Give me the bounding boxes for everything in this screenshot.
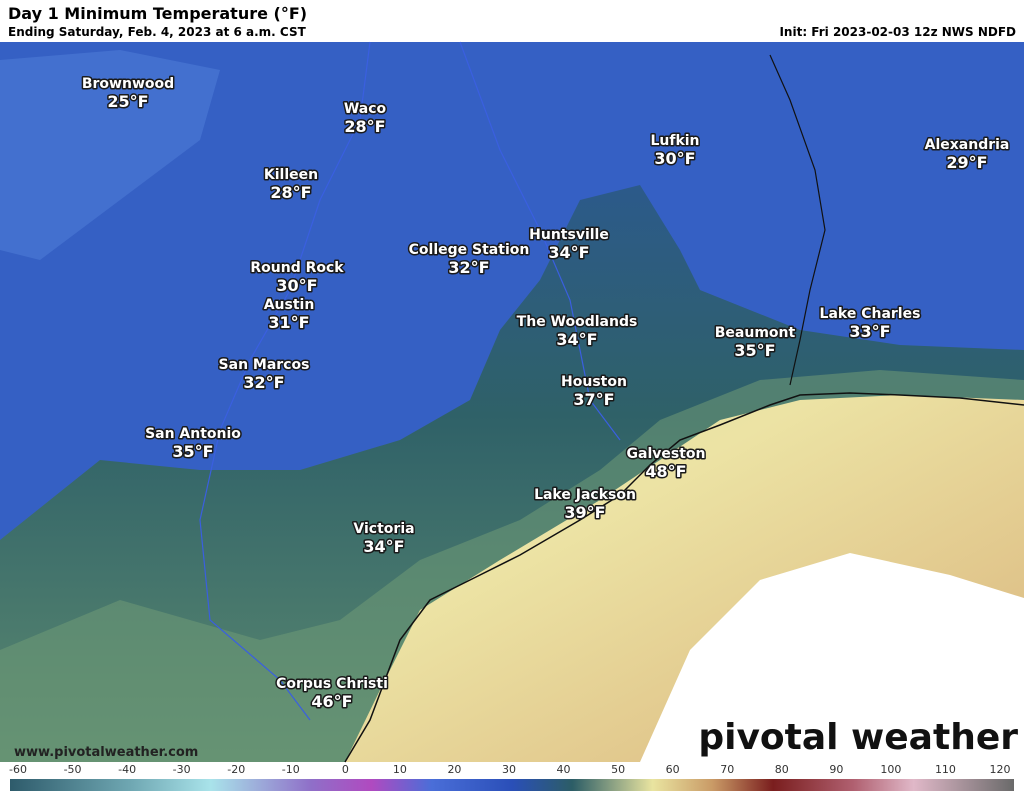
website: www.pivotalweather.com <box>14 745 198 760</box>
colorbar-tick-label: 10 <box>393 763 407 776</box>
river <box>199 41 371 721</box>
cold-patch <box>0 50 220 260</box>
city-name: Galveston <box>627 446 706 462</box>
city-temp: 34°F <box>548 243 589 262</box>
colorbar-tick-label: 50 <box>611 763 625 776</box>
colorbar-tick-label: 80 <box>775 763 789 776</box>
city-name: Alexandria <box>925 137 1010 153</box>
city-temp: 32°F <box>448 258 489 277</box>
logo: pivotal weather <box>698 717 1018 758</box>
city-temp: 25°F <box>107 92 148 111</box>
colorbar-tick-label: 0 <box>342 763 349 776</box>
city-name: Lake Jackson <box>534 487 636 503</box>
city-name: Killeen <box>264 167 318 183</box>
city-temp: 48°F <box>645 462 686 481</box>
city-name: Corpus Christi <box>276 676 388 692</box>
colorbar-tick-label: 40 <box>557 763 571 776</box>
city-name: Lufkin <box>650 133 699 149</box>
colorbar-tick-label: -40 <box>118 763 136 776</box>
city-temp: 28°F <box>270 183 311 202</box>
city-name: Victoria <box>353 521 414 537</box>
state-border <box>769 54 826 386</box>
city-temp: 30°F <box>276 276 317 295</box>
city-temp: 28°F <box>344 117 385 136</box>
city-name: Huntsville <box>529 227 609 243</box>
river <box>459 41 621 441</box>
city-temp: 33°F <box>849 322 890 341</box>
city-temp: 46°F <box>311 692 352 711</box>
city-temp: 31°F <box>268 313 309 332</box>
colorbar-tick-label: -60 <box>9 763 27 776</box>
colorbar-tick-label: 110 <box>935 763 956 776</box>
colorbar-tick-label: -50 <box>64 763 82 776</box>
colorbar-tick-label: 60 <box>666 763 680 776</box>
city-temp: 35°F <box>172 442 213 461</box>
colorbar-ticks: -60 -50 -40 -30 -20 -10 0 10 20 30 40 50 60 70 80 90 100… <box>9 763 1010 776</box>
city-temp: 37°F <box>573 390 614 409</box>
city-temp: 34°F <box>363 537 404 556</box>
colorbar-tick-label: 100 <box>880 763 901 776</box>
colorbar-tick-label: 20 <box>447 763 461 776</box>
city-temp: 35°F <box>734 341 775 360</box>
city-name: Round Rock <box>250 260 344 276</box>
title: Day 1 Minimum Temperature (°F) <box>8 4 307 23</box>
colorbar-tick-label: 90 <box>829 763 843 776</box>
subtitle: Ending Saturday, Feb. 4, 2023 at 6 a.m. … <box>8 25 307 39</box>
city-name: San Antonio <box>145 426 241 442</box>
colorbar-tick-label: 70 <box>720 763 734 776</box>
colorbar-tick-label: -20 <box>227 763 245 776</box>
city-temp: 34°F <box>556 330 597 349</box>
colorbar-tick-label: -30 <box>173 763 191 776</box>
colorbar-tick-label: 120 <box>990 763 1011 776</box>
city-temp: 32°F <box>243 373 284 392</box>
colorbar-tick-label: 30 <box>502 763 516 776</box>
city-temp: 29°F <box>946 153 987 172</box>
coastline <box>344 392 1024 763</box>
city-temp: 39°F <box>564 503 605 522</box>
city-name: Waco <box>344 101 387 117</box>
colorbar <box>10 779 1014 791</box>
city-name: Houston <box>561 374 627 390</box>
city-name: Lake Charles <box>820 306 921 322</box>
city-temp: 30°F <box>654 149 695 168</box>
colorbar-tick-label: -10 <box>282 763 300 776</box>
init-time: Init: Fri 2023-02-03 12z NWS NDFD <box>779 25 1016 39</box>
city-name: San Marcos <box>219 357 310 373</box>
city-name: College Station <box>409 242 530 258</box>
no-data <box>640 553 1024 762</box>
city-name: The Woodlands <box>517 314 638 330</box>
city-name: Beaumont <box>715 325 796 341</box>
city-name: Austin <box>264 297 315 313</box>
city-name: Brownwood <box>82 76 174 92</box>
